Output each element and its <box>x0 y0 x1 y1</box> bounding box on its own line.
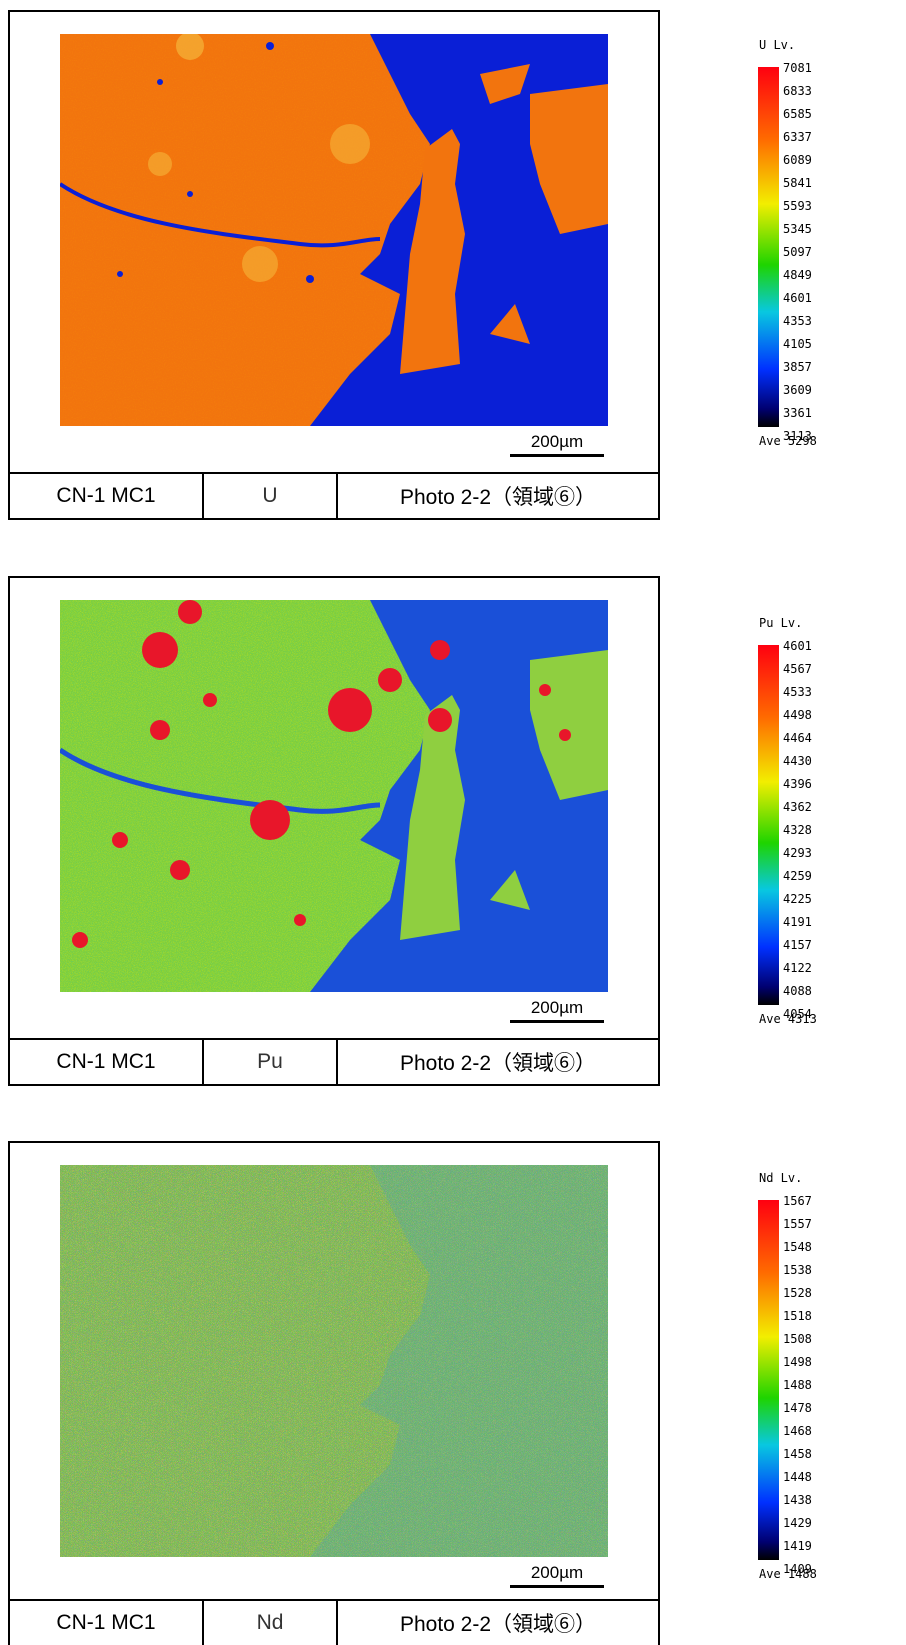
legend-tick: 4122 <box>783 961 812 975</box>
legend-tick: 4054 <box>783 1007 812 1021</box>
figure-frame: 200µm CN-1 MC1 Pu Photo 2-2（領域⑥） <box>8 576 660 1086</box>
legend-tick: 4396 <box>783 777 812 791</box>
legend-tick: 1548 <box>783 1240 812 1254</box>
legend-tick: 1468 <box>783 1424 812 1438</box>
legend-color-bar <box>758 67 779 427</box>
pu-element-map-image <box>60 600 608 992</box>
caption-row: CN-1 MC1 U Photo 2-2（領域⑥） <box>10 472 658 518</box>
sample-label: CN-1 MC1 <box>10 1601 204 1645</box>
scale-bar: 200µm <box>510 1563 604 1588</box>
legend-tick: 4225 <box>783 892 812 906</box>
legend-tick: 1538 <box>783 1263 812 1277</box>
legend-tick: 6833 <box>783 84 812 98</box>
legend-tick: 1508 <box>783 1332 812 1346</box>
legend-tick: 4362 <box>783 800 812 814</box>
legend-title: Pu Lv. <box>759 616 803 630</box>
legend-title: U Lv. <box>759 38 796 52</box>
scale-bar-line <box>510 1585 604 1588</box>
caption-row: CN-1 MC1 Nd Photo 2-2（領域⑥） <box>10 1599 658 1645</box>
legend-tick: 5097 <box>783 245 812 259</box>
scale-bar-line <box>510 1020 604 1023</box>
u-element-map-image <box>60 34 608 426</box>
sample-label: CN-1 MC1 <box>10 474 204 518</box>
legend-tick: 6585 <box>783 107 812 121</box>
legend-tick: 1438 <box>783 1493 812 1507</box>
legend-tick: 3113 <box>783 429 812 443</box>
panel-u-map: 200µm CN-1 MC1 U Photo 2-2（領域⑥） U Lv. 70… <box>8 10 906 520</box>
legend-tick: 4328 <box>783 823 812 837</box>
legend-tick: 1419 <box>783 1539 812 1553</box>
legend-tick: 1448 <box>783 1470 812 1484</box>
legend-color-bar <box>758 1200 779 1560</box>
nd-element-map-image <box>60 1165 608 1557</box>
legend-tick: 3361 <box>783 406 812 420</box>
legend-tick: 4353 <box>783 314 812 328</box>
legend-tick: 4533 <box>783 685 812 699</box>
figure-frame: 200µm CN-1 MC1 Nd Photo 2-2（領域⑥） <box>8 1141 660 1645</box>
scale-bar-label: 200µm <box>530 998 584 1017</box>
legend-tick: 1518 <box>783 1309 812 1323</box>
legend-tick: 4293 <box>783 846 812 860</box>
caption-row: CN-1 MC1 Pu Photo 2-2（領域⑥） <box>10 1038 658 1084</box>
legend-title: Nd Lv. <box>759 1171 803 1185</box>
legend-tick: 4430 <box>783 754 812 768</box>
panel-nd-map: 200µm CN-1 MC1 Nd Photo 2-2（領域⑥） Nd Lv. … <box>8 1141 906 1645</box>
legend-average: Ave 4313 <box>759 1012 817 1026</box>
photo-label: Photo 2-2（領域⑥） <box>399 1052 597 1075</box>
sample-label: CN-1 MC1 <box>10 1040 204 1084</box>
legend-tick: 4157 <box>783 938 812 952</box>
legend-tick: 7081 <box>783 61 812 75</box>
legend-tick: 6337 <box>783 130 812 144</box>
scale-bar: 200µm <box>510 998 604 1023</box>
legend-tick: 4088 <box>783 984 812 998</box>
legend-tick: 4849 <box>783 268 812 282</box>
legend-tick: 4259 <box>783 869 812 883</box>
legend-tick: 5345 <box>783 222 812 236</box>
scale-bar-label: 200µm <box>530 432 584 451</box>
legend-tick: 1458 <box>783 1447 812 1461</box>
legend-tick: 5841 <box>783 176 812 190</box>
legend-tick: 4105 <box>783 337 812 351</box>
scale-bar-line <box>510 454 604 457</box>
legend-tick: 1498 <box>783 1355 812 1369</box>
legend-tick: 4601 <box>783 291 812 305</box>
scale-bar: 200µm <box>510 432 604 457</box>
legend-tick: 1409 <box>783 1562 812 1576</box>
legend-tick: 4498 <box>783 708 812 722</box>
legend-tick: 1429 <box>783 1516 812 1530</box>
photo-label: Photo 2-2（領域⑥） <box>399 1613 597 1636</box>
legend-tick: 4601 <box>783 639 812 653</box>
legend-average: Ave 1488 <box>759 1567 817 1581</box>
scale-bar-label: 200µm <box>530 1563 584 1582</box>
legend-tick: 5593 <box>783 199 812 213</box>
legend-tick: 3857 <box>783 360 812 374</box>
legend-average: Ave 5298 <box>759 434 817 448</box>
legend-tick: 4191 <box>783 915 812 929</box>
panel-pu-map: 200µm CN-1 MC1 Pu Photo 2-2（領域⑥） Pu Lv. … <box>8 576 906 1086</box>
legend-tick: 1488 <box>783 1378 812 1392</box>
legend-tick: 1478 <box>783 1401 812 1415</box>
legend-tick: 4464 <box>783 731 812 745</box>
photo-label: Photo 2-2（領域⑥） <box>399 486 597 509</box>
legend-tick: 6089 <box>783 153 812 167</box>
legend-tick: 4567 <box>783 662 812 676</box>
figure-frame: 200µm CN-1 MC1 U Photo 2-2（領域⑥） <box>8 10 660 520</box>
element-label: U <box>204 474 338 518</box>
legend-color-bar <box>758 645 779 1005</box>
legend-tick: 1567 <box>783 1194 812 1208</box>
element-label: Pu <box>204 1040 338 1084</box>
legend-tick: 1528 <box>783 1286 812 1300</box>
legend-tick: 3609 <box>783 383 812 397</box>
legend-tick: 1557 <box>783 1217 812 1231</box>
element-label: Nd <box>204 1601 338 1645</box>
